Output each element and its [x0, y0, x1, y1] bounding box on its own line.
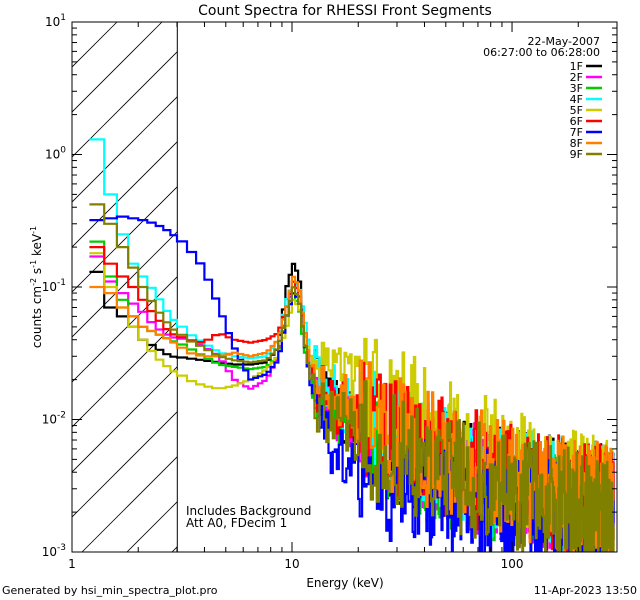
x-tick-label: 100	[501, 557, 524, 571]
hatch-line	[81, 456, 178, 552]
footer-timestamp: 11-Apr-2023 13:50	[534, 584, 637, 597]
annotations: Includes Background Att A0, FDecim 1	[186, 504, 311, 530]
x-axis-label: Energy (keV)	[306, 576, 383, 590]
footer-generated-by: Generated by hsi_min_spectra_plot.pro	[2, 584, 218, 597]
y-tick-label: 10-1	[42, 278, 66, 294]
date-label: 22-May-2007	[528, 35, 600, 48]
legend-label-2f: 2F	[570, 71, 583, 84]
hatch-line	[72, 22, 163, 113]
series-line-9f	[89, 203, 615, 552]
hatch-line	[72, 276, 178, 383]
hatch-line	[72, 51, 178, 158]
chart-title: Count Spectra for RHESSI Front Segments	[198, 3, 492, 19]
legend-label-3f: 3F	[570, 82, 583, 95]
hatch-line	[72, 231, 178, 338]
header-right: 22-May-2007 06:27:00 to 06:28:00	[483, 35, 600, 59]
x-tick-label: 10	[284, 557, 299, 571]
legend-label-8f: 8F	[570, 137, 583, 150]
hatch-line	[72, 96, 178, 203]
legend-label-1f: 1F	[570, 60, 583, 73]
x-tick-label: 1	[68, 557, 76, 571]
series-lines	[89, 138, 615, 552]
legend-label-9f: 9F	[570, 148, 583, 161]
annotation-attenuator: Att A0, FDecim 1	[186, 516, 287, 530]
legend-label-4f: 4F	[570, 93, 583, 106]
y-axis-label: counts cm-2 s-1 keV-1	[29, 226, 44, 348]
legend-label-6f: 6F	[570, 115, 583, 128]
time-range-label: 06:27:00 to 06:28:00	[483, 46, 600, 59]
y-tick-label: 101	[45, 13, 66, 29]
y-tick-label: 100	[45, 146, 66, 162]
legend-label-5f: 5F	[570, 104, 583, 117]
legend-label-7f: 7F	[570, 126, 583, 139]
y-tick-label: 10-3	[42, 543, 66, 559]
y-tick-label: 10-2	[42, 411, 66, 427]
hatch-line	[72, 411, 178, 518]
x-axis-ticks: 1 10 100	[68, 22, 618, 571]
y-axis-ticks: 10-3 10-2 10-1 100 101	[42, 13, 617, 559]
hatch-line	[72, 366, 178, 473]
hatch-line	[0, 22, 27, 552]
annotation-background: Includes Background	[186, 504, 311, 518]
